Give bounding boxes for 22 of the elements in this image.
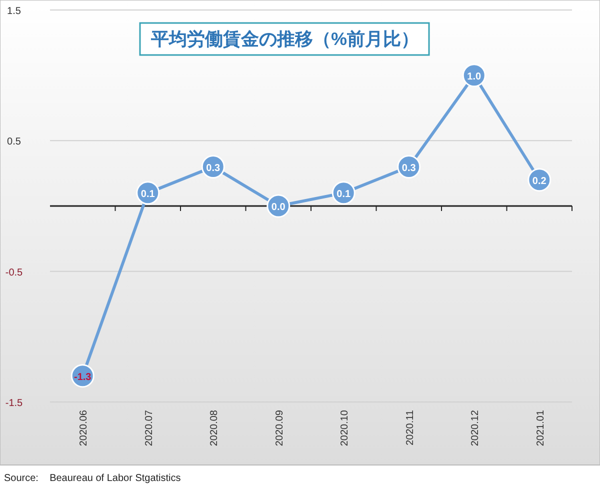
x-tick-label: 2020.10 [340,410,351,446]
x-tick-label: 2020.08 [209,410,220,446]
data-label: 0.2 [532,176,547,187]
x-tick-label: 2020.06 [78,410,90,446]
source-note: Source: Beaureau of Labor Stgatistics [4,473,181,484]
y-tick-label: -0.5 [5,267,24,278]
data-label: 0.0 [271,202,286,213]
x-tick-label: 2020.11 [404,410,416,446]
data-label: 1.0 [467,71,482,82]
data-label: 0.1 [336,188,352,200]
y-tick-label: 0.5 [7,136,22,148]
x-tick-label: 2020.09 [274,410,286,446]
data-label: 0.3 [206,162,221,174]
x-tick-label: 2020.07 [144,410,155,446]
data-label: 0.3 [402,162,416,174]
y-tick-label: 1.5 [7,6,22,17]
text: 平均労働賃金の推移（%前月比） [150,29,420,49]
x-tick-label: 2020.12 [470,410,482,446]
data-label: -1.3 [74,372,92,383]
y-tick-label: -1.5 [5,398,24,409]
data-label: 0.1 [140,188,156,200]
x-tick-label: 2021.01 [535,410,546,446]
